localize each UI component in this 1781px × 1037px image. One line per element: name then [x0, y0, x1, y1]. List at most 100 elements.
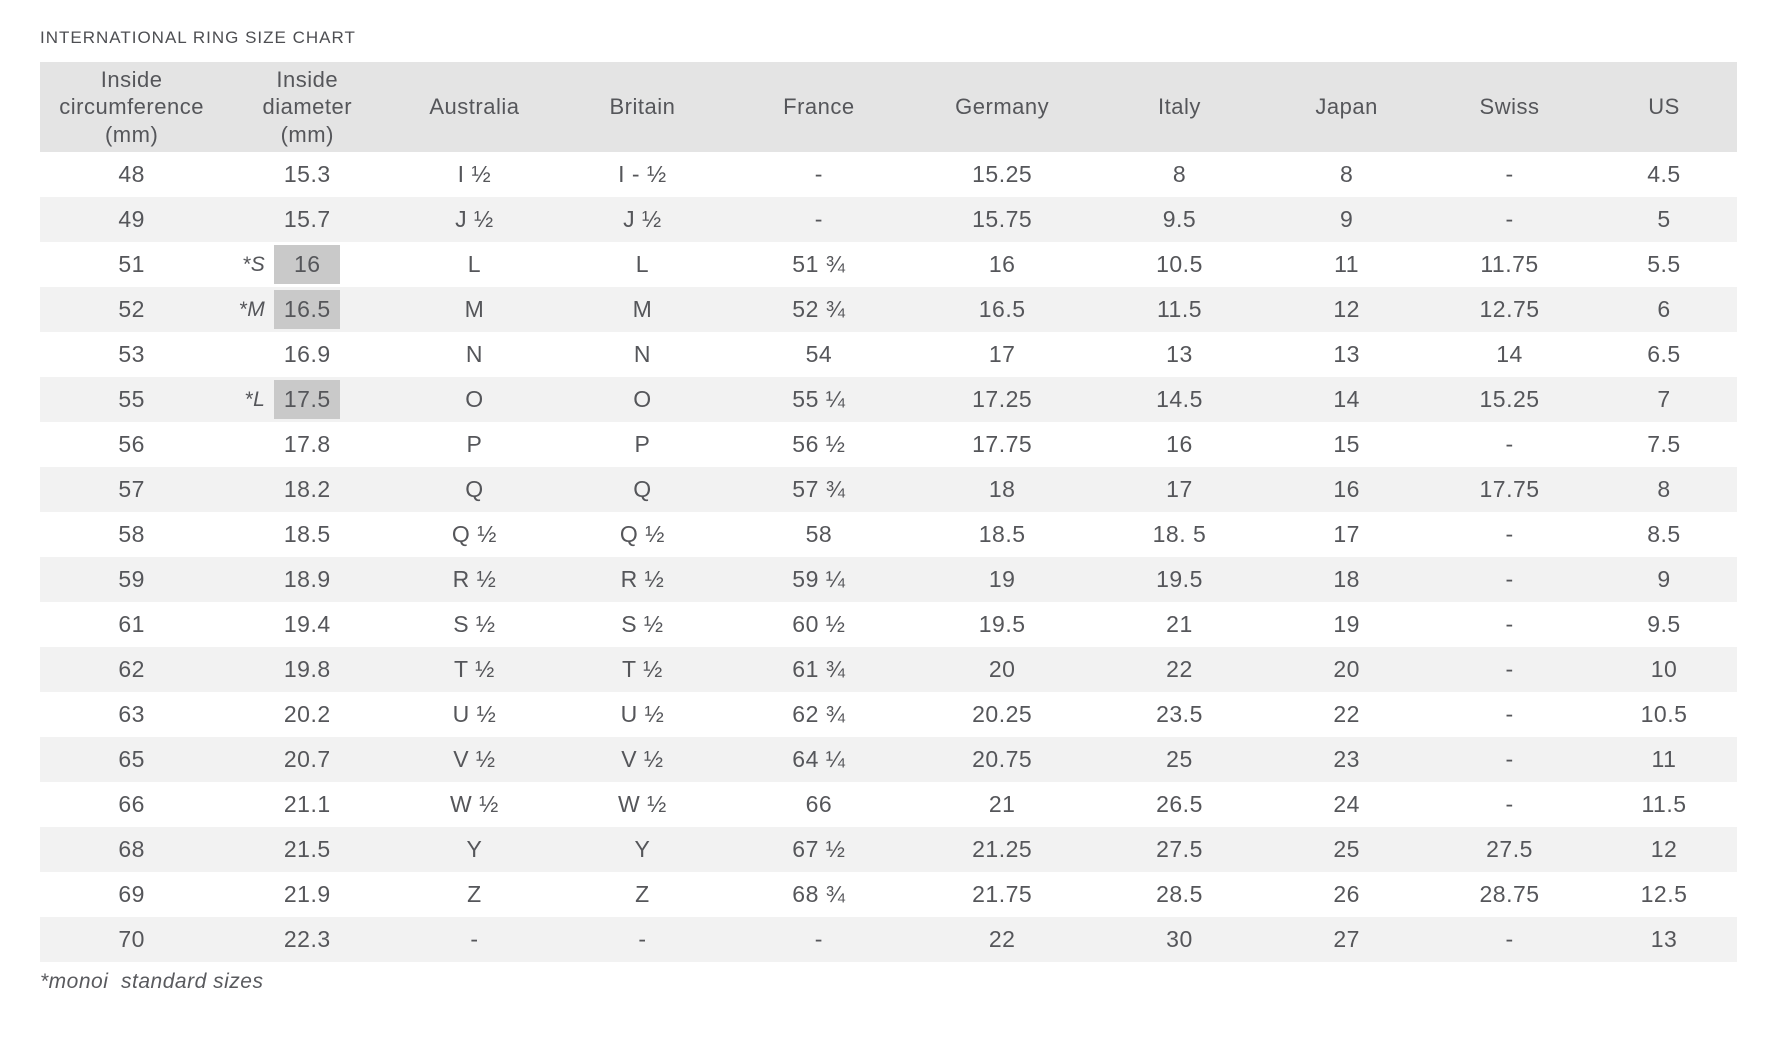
cell: 20.25 — [972, 701, 1033, 727]
column-header: US — [1648, 94, 1680, 120]
cell: 12 — [1333, 296, 1360, 322]
cell: 17.25 — [972, 386, 1033, 412]
cell: 8.5 — [1647, 521, 1681, 547]
cell: - — [1505, 611, 1514, 637]
cell: 5.5 — [1647, 251, 1681, 277]
cell: 20 — [1333, 656, 1360, 682]
cell: 59 — [118, 566, 145, 592]
diameter-value: 15.7 — [283, 206, 331, 232]
cell: 16 — [1333, 476, 1360, 502]
cell: O — [633, 386, 652, 412]
cell: V ½ — [453, 746, 496, 772]
cell: 8 — [1339, 161, 1354, 187]
cell: 12.75 — [1479, 296, 1540, 322]
cell: 21.25 — [972, 836, 1033, 862]
cell: 14 — [1333, 386, 1360, 412]
diameter-wrap: 15.7 — [274, 200, 340, 239]
cell: 48 — [118, 161, 145, 187]
footnote: *monoi standard sizes — [40, 970, 264, 993]
cell: 57 ¾ — [792, 476, 846, 502]
cell: 21 — [988, 791, 1016, 817]
cell: 17.75 — [1479, 476, 1540, 502]
diameter-wrap: 22.3 — [274, 920, 340, 959]
diameter-cell: *M 16.5 — [223, 287, 391, 332]
diameter-cell: 20.7 — [223, 737, 391, 782]
diameter-wrap: 21.5 — [274, 830, 340, 869]
cell: 5 — [1657, 206, 1671, 232]
diameter-wrap: 21.9 — [274, 875, 340, 914]
column-header: Britain — [609, 94, 676, 120]
diameter-value: 16.9 — [283, 341, 331, 367]
cell: 16.5 — [978, 296, 1026, 322]
cell: M — [632, 296, 653, 322]
cell: 70 — [118, 926, 145, 952]
cell: 26 — [1333, 881, 1360, 907]
cell: U ½ — [452, 701, 497, 727]
cell: 18.5 — [978, 521, 1026, 547]
cell: Y — [466, 836, 483, 862]
diameter-cell: 17.8 — [223, 422, 391, 467]
diameter-wrap: 15.3 — [274, 155, 340, 194]
cell: I ½ — [457, 161, 492, 187]
cell: 54 — [805, 341, 833, 367]
cell: 69 — [118, 881, 145, 907]
cell: 25 — [1333, 836, 1360, 862]
diameter-value: 21.1 — [283, 791, 331, 817]
ring-size-table: Inside circumference (mm) Inside diameter… — [40, 62, 1737, 962]
cell: J ½ — [623, 206, 662, 232]
table-row: 65 20.7 V ½ V ½ 64 ¼ 20.75 25 23 - 11 — [40, 737, 1737, 782]
diameter-wrap: 18.9 — [274, 560, 340, 599]
column-header: Australia — [429, 94, 520, 120]
cell: 21 — [1166, 611, 1193, 637]
cell: 11.75 — [1480, 251, 1539, 277]
column-header: France — [783, 94, 855, 120]
diameter-wrap: 20.2 — [274, 695, 340, 734]
table-row: 56 17.8 P P 56 ½ 17.75 16 15 - 7.5 — [40, 422, 1737, 467]
cell: 13 — [1650, 926, 1678, 952]
diameter-wrap: 16.9 — [274, 335, 340, 374]
cell: 22 — [988, 926, 1016, 952]
cell: Q — [465, 476, 484, 502]
cell: 22 — [1166, 656, 1193, 682]
cell: 55 — [118, 386, 145, 412]
diameter-cell: 21.9 — [223, 872, 391, 917]
cell: 13 — [1166, 341, 1193, 367]
table-body: 48 15.3 I ½ I - ½ - 15.25 8 8 - 4.5 49 15.7 J ½ J ½ - 1… — [40, 152, 1737, 962]
diameter-wrap: 20.7 — [274, 740, 340, 779]
cell: 11 — [1334, 251, 1360, 277]
cell: - — [814, 206, 823, 232]
diameter-cell: 15.3 — [223, 152, 391, 197]
cell: 58 — [805, 521, 833, 547]
cell: 20 — [988, 656, 1016, 682]
cell: Q ½ — [619, 521, 665, 547]
highlighted-diameter-value: 16 — [274, 245, 341, 284]
cell: 66 — [805, 791, 833, 817]
cell: P — [466, 431, 483, 457]
diameter-wrap: 17.8 — [274, 425, 340, 464]
diameter-value: 18.9 — [283, 566, 331, 592]
table-row: 66 21.1 W ½ W ½ 66 21 26.5 24 - 11.5 — [40, 782, 1737, 827]
table-row: 63 20.2 U ½ U ½ 62 ¾ 20.25 23.5 22 - 10.5 — [40, 692, 1737, 737]
cell: 30 — [1166, 926, 1193, 952]
table-row: 59 18.9 R ½ R ½ 59 ¼ 19 19.5 18 - 9 — [40, 557, 1737, 602]
cell: 23 — [1333, 746, 1360, 772]
cell: 11 — [1651, 746, 1677, 772]
diameter-wrap: 21.1 — [274, 785, 340, 824]
diameter-wrap: 18.5 — [274, 515, 340, 554]
cell: 13 — [1333, 341, 1360, 367]
cell: W ½ — [618, 791, 667, 817]
cell: 14.5 — [1156, 386, 1203, 412]
cell: 26.5 — [1156, 791, 1203, 817]
cell: 15 — [1333, 431, 1360, 457]
cell: - — [638, 926, 647, 952]
column-header: Italy — [1158, 94, 1201, 120]
cell: 4.5 — [1647, 161, 1681, 187]
table-row: 68 21.5 Y Y 67 ½ 21.25 27.5 25 27.5 12 — [40, 827, 1737, 872]
cell: 9 — [1657, 566, 1671, 592]
cell: 55 ¼ — [792, 386, 846, 412]
cell: 57 — [118, 476, 145, 502]
cell: R ½ — [452, 566, 497, 592]
cell: - — [1505, 566, 1514, 592]
cell: - — [1505, 926, 1514, 952]
diameter-value: 19.4 — [283, 611, 331, 637]
